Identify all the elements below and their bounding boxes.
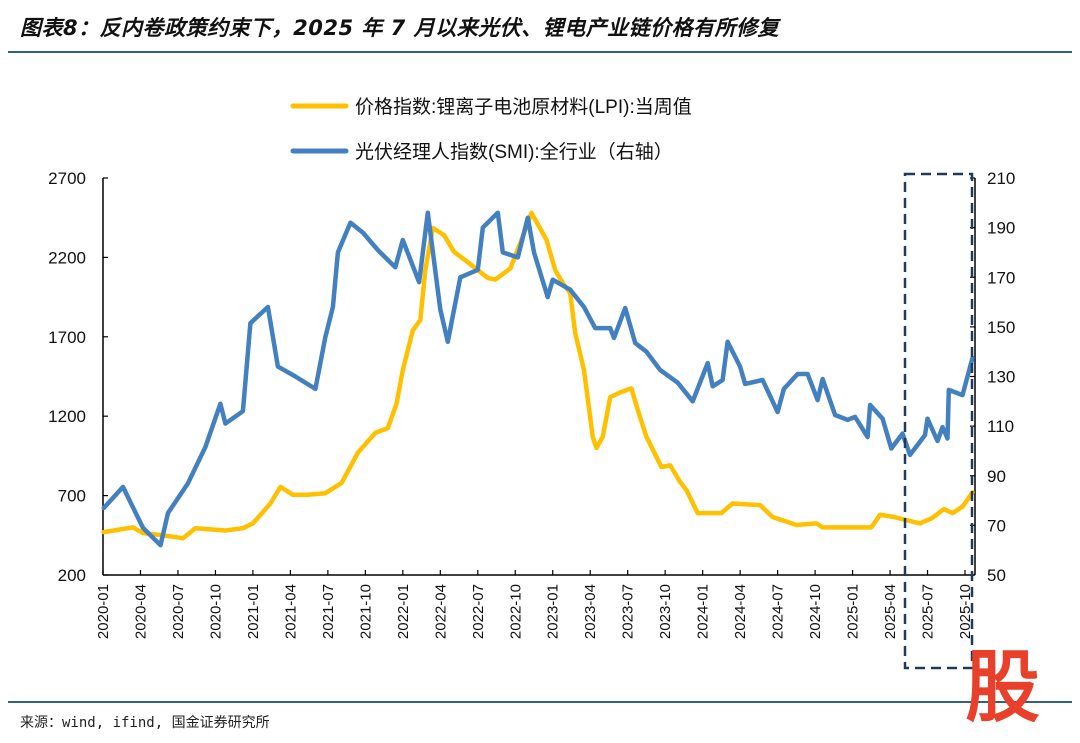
x-tick-label: 2024-10 xyxy=(807,584,824,639)
legend: 价格指数:锂离子电池原材料(LPI):当周值 光伏经理人指数(SMI):全行业（… xyxy=(290,96,692,163)
x-tick-label: 2023-10 xyxy=(657,584,674,639)
y-right-tick-label: 110 xyxy=(987,417,1014,436)
x-tick-label: 2020-04 xyxy=(132,584,149,639)
x-tick-label: 2025-01 xyxy=(845,584,862,639)
watermark-logo: 股 xyxy=(965,643,1040,733)
x-tick-label: 2020-07 xyxy=(170,584,187,639)
highlight-box xyxy=(903,172,974,670)
title-divider xyxy=(8,51,1072,53)
y-right-tick-label: 190 xyxy=(987,219,1015,238)
y-right-tick-label: 170 xyxy=(987,268,1015,287)
x-tick-label: 2022-04 xyxy=(432,584,449,639)
y-right-tick-label: 150 xyxy=(987,318,1015,337)
x-tick-label: 2023-04 xyxy=(582,584,599,639)
x-tick-label: 2025-07 xyxy=(920,584,937,639)
x-tick-label: 2021-07 xyxy=(320,584,337,639)
legend-label-smi: 光伏经理人指数(SMI):全行业（右轴） xyxy=(355,141,673,163)
x-tick-label: 2023-07 xyxy=(620,584,637,639)
y-right-tick-label: 70 xyxy=(987,516,1006,535)
x-tick-label: 2025-04 xyxy=(882,584,899,639)
series-line-lpi xyxy=(101,210,975,541)
x-tick-label: 2024-04 xyxy=(732,584,749,639)
figure-title: 图表8：反内卷政策约束下，2025 年 7 月以来光伏、锂电产业链价格有所修复 xyxy=(20,16,780,40)
x-tick-label: 2022-10 xyxy=(507,584,524,639)
x-tick-label: 2020-10 xyxy=(207,584,224,639)
y-left-tick-label: 1700 xyxy=(48,328,86,347)
y-left-tick-label: 200 xyxy=(58,566,86,585)
y-right-tick-label: 90 xyxy=(987,467,1006,486)
x-tick-label: 2022-01 xyxy=(395,584,412,639)
y-left-tick-label: 1200 xyxy=(48,407,86,426)
y-left-tick-label: 2200 xyxy=(48,248,86,267)
x-tick-label: 2024-01 xyxy=(695,584,712,639)
y-right-tick-label: 50 xyxy=(987,566,1006,585)
x-tick-label: 2022-07 xyxy=(470,584,487,639)
y-right-tick-label: 210 xyxy=(987,169,1015,188)
x-tick-label: 2021-10 xyxy=(357,584,374,639)
x-tick-label: 2021-01 xyxy=(245,584,262,639)
x-tick-label: 2024-07 xyxy=(770,584,787,639)
series-line-smi xyxy=(101,210,975,548)
x-tick-label: 2020-01 xyxy=(95,584,112,639)
y-right-tick-label: 130 xyxy=(987,368,1015,387)
x-tick-label: 2021-04 xyxy=(282,584,299,639)
y-left-tick-label: 700 xyxy=(58,487,86,506)
x-tick-label: 2025-10 xyxy=(957,584,974,639)
y-left-tick-label: 2700 xyxy=(48,169,86,188)
legend-label-lpi: 价格指数:锂离子电池原材料(LPI):当周值 xyxy=(355,96,692,118)
source-note: 来源：wind, ifind, 国金证券研究所 xyxy=(20,715,270,731)
footer-divider xyxy=(8,701,1072,703)
x-tick-label: 2023-01 xyxy=(545,584,562,639)
